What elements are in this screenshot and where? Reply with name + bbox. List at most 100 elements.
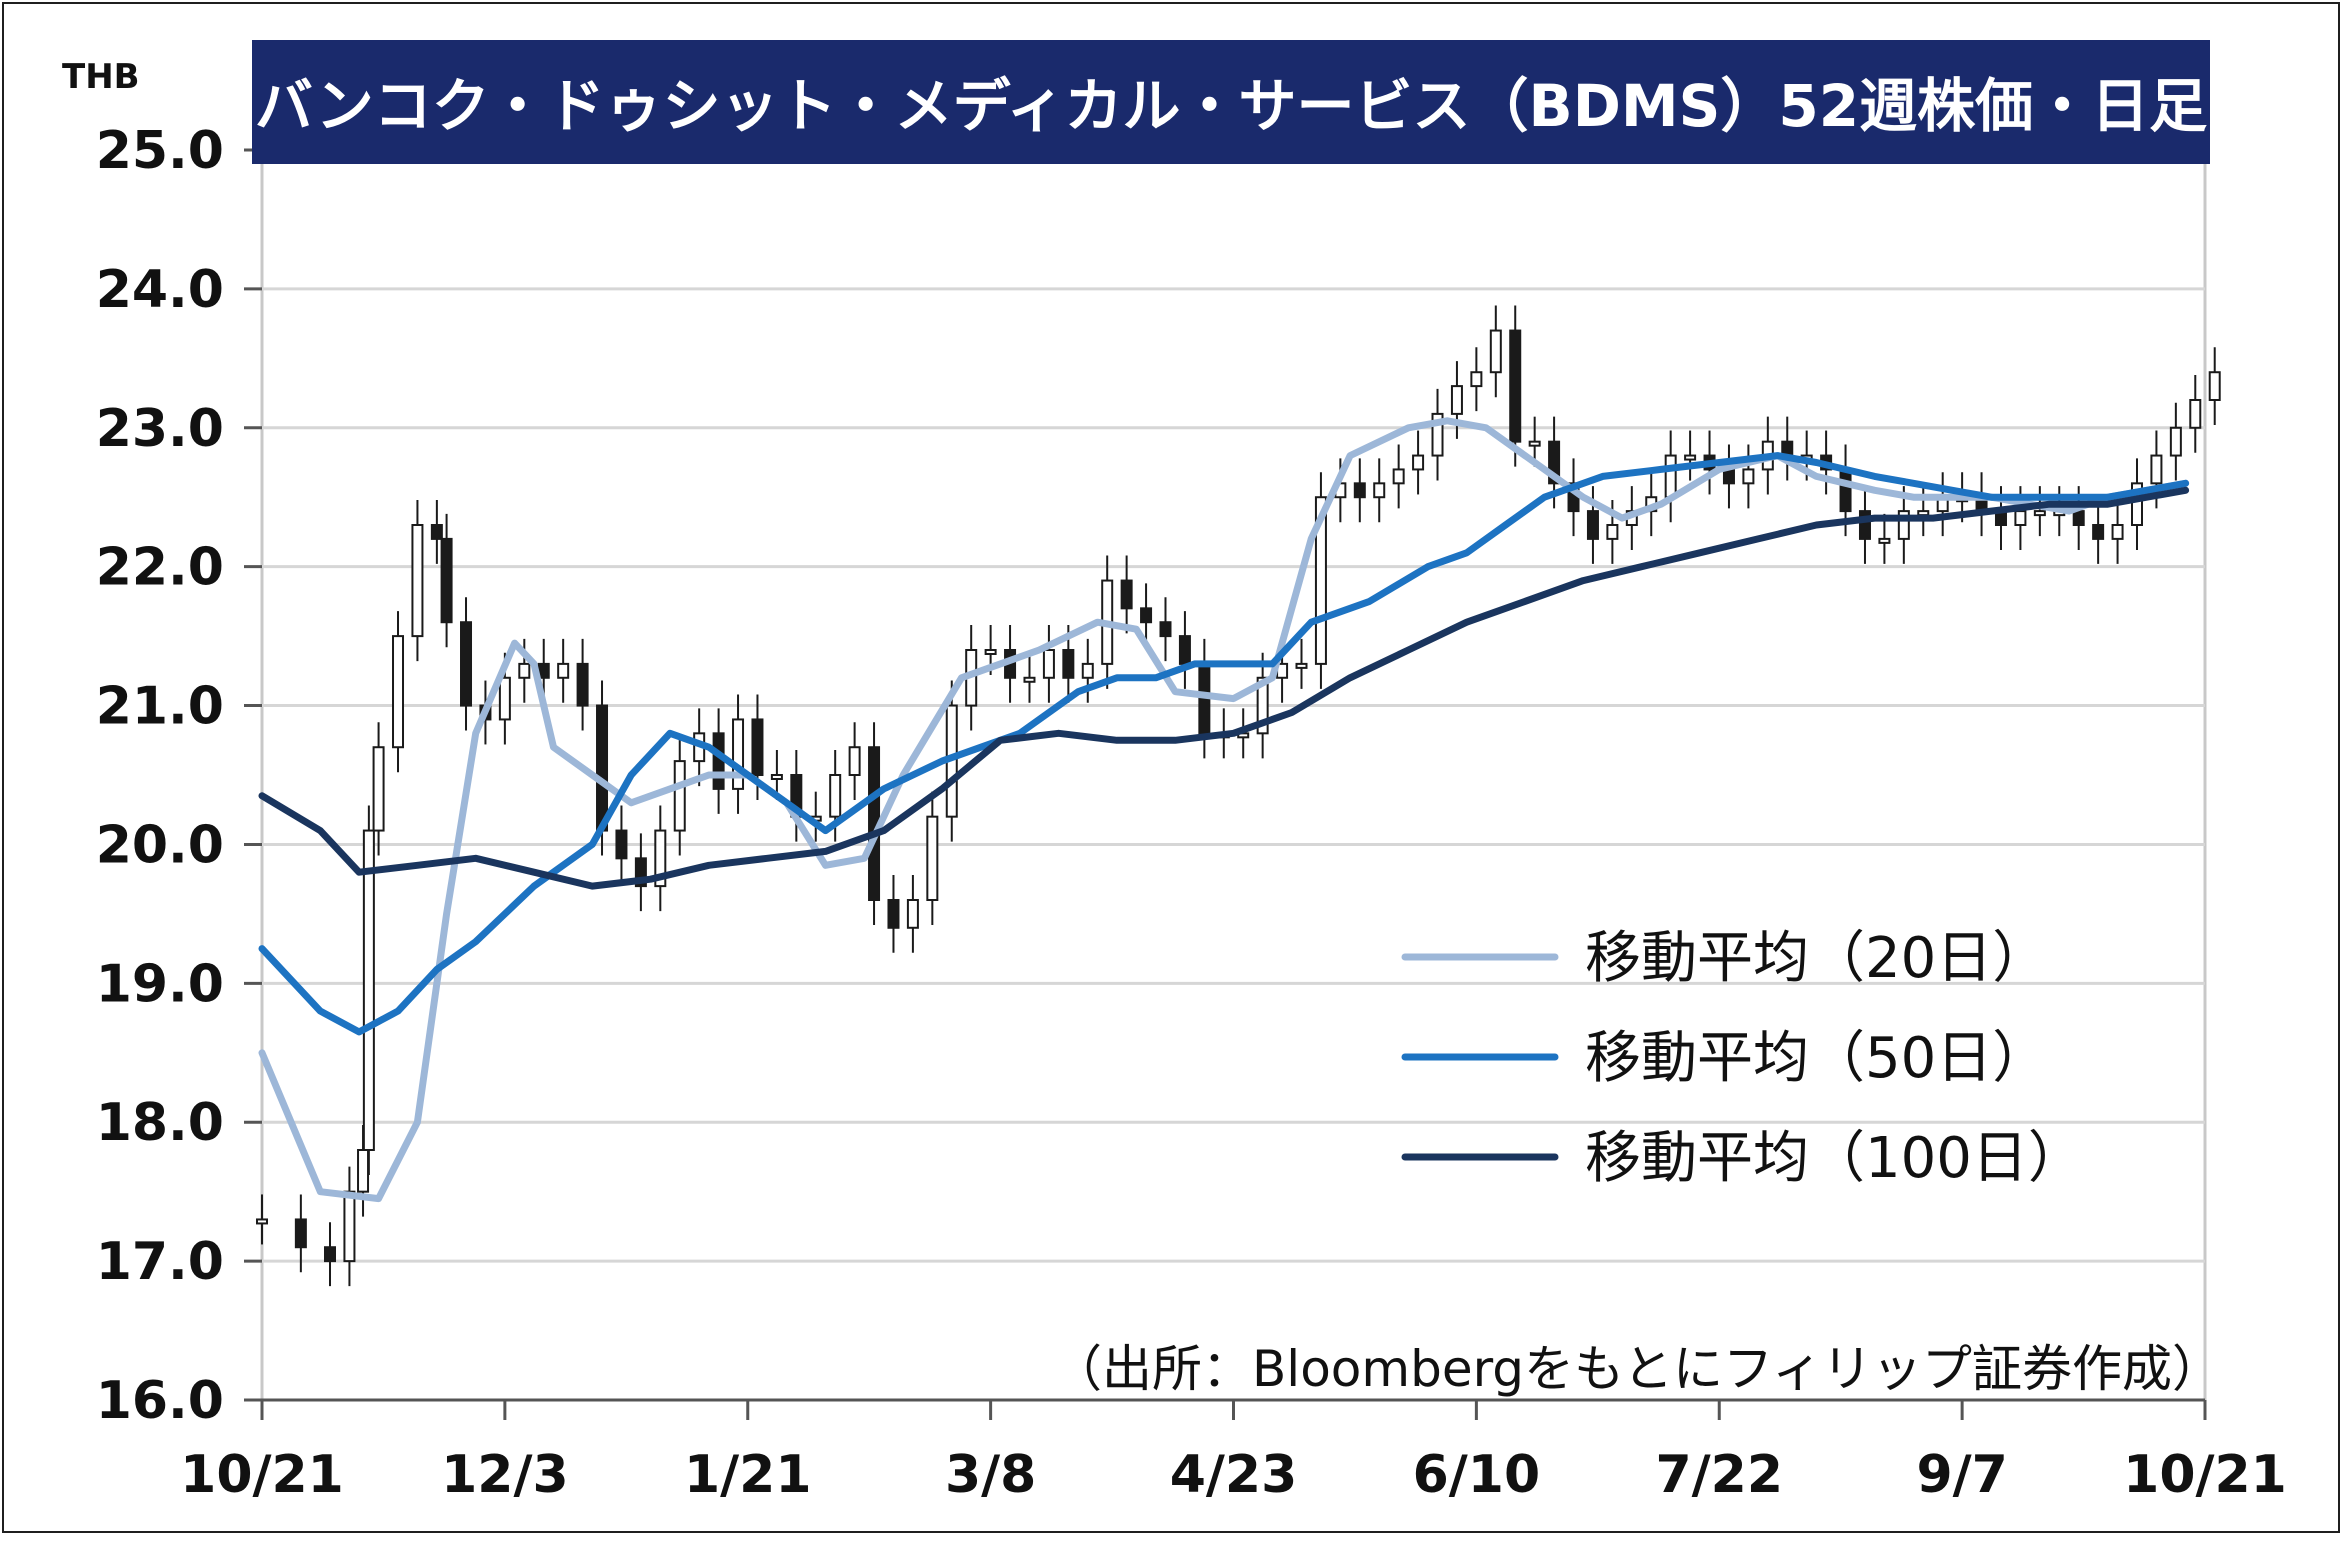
line-ma50 — [258, 452, 2190, 1036]
candle-body — [1431, 412, 1444, 457]
candle-body — [1178, 635, 1191, 665]
candle-body — [372, 746, 385, 832]
candle-body — [984, 649, 997, 655]
candle-body — [518, 662, 531, 679]
candle-body — [1664, 454, 1677, 499]
candle-body — [1159, 621, 1172, 638]
candle-body — [1120, 579, 1133, 610]
title-banner — [252, 40, 2210, 164]
candle-body — [1470, 371, 1483, 388]
candle-body — [324, 1246, 337, 1263]
x-tick-label: 1/21 — [684, 1445, 812, 1505]
x-tick-label: 10/21 — [180, 1445, 344, 1505]
x-tick-label: 6/10 — [1413, 1445, 1541, 1505]
candle-body — [430, 524, 443, 540]
candle-body — [2092, 524, 2105, 540]
candle-body — [1528, 440, 1541, 447]
candle-body — [1684, 454, 1697, 461]
x-tick-label: 7/22 — [1655, 1445, 1783, 1505]
x-tick-label: 12/3 — [441, 1445, 569, 1505]
candle-body — [654, 829, 667, 888]
candle-body — [1839, 468, 1852, 513]
candle-body — [926, 815, 939, 902]
candle-body — [906, 899, 919, 929]
legend-label-ma50: 移動平均（50日） — [1585, 1026, 2048, 1091]
plot-area-border — [260, 148, 2207, 1402]
moving-average-lines — [258, 417, 2190, 1203]
candle-body — [2189, 399, 2202, 429]
candle-body — [712, 732, 725, 790]
candle-body — [1548, 440, 1561, 485]
line-ma100 — [258, 486, 2190, 890]
candle-body — [1489, 329, 1502, 374]
candle-body — [1742, 468, 1755, 485]
y-tick-label: 16.0 — [96, 1371, 224, 1431]
candle-body — [1878, 537, 1891, 544]
candle-body — [1023, 676, 1036, 683]
candle-body — [1858, 510, 1871, 540]
candle-body — [1392, 468, 1405, 485]
candle-body — [1295, 662, 1308, 669]
candle-body — [1353, 482, 1366, 499]
candle-body — [392, 635, 405, 749]
candle-body — [557, 662, 570, 679]
candle-body — [1140, 607, 1153, 624]
y-tick-label: 21.0 — [96, 677, 224, 737]
candle-body — [2208, 371, 2221, 402]
candle-body — [634, 857, 647, 888]
candle-body — [848, 746, 861, 777]
line-ma20 — [258, 417, 2190, 1203]
candle-body — [460, 621, 473, 707]
x-tick-label: 4/23 — [1170, 1445, 1298, 1505]
y-tick-label: 24.0 — [96, 260, 224, 320]
candle-body — [2130, 482, 2143, 527]
y-tick-label: 20.0 — [96, 815, 224, 875]
candle-body — [2111, 524, 2124, 540]
legend-label-ma100: 移動平均（100日） — [1585, 1126, 2084, 1191]
candle-body — [1412, 454, 1425, 471]
candle-body — [294, 1218, 307, 1249]
candle-body — [2169, 426, 2182, 457]
candle-body — [887, 899, 900, 929]
y-tick-label: 18.0 — [96, 1093, 224, 1153]
y-tick-label: 22.0 — [96, 538, 224, 598]
candle-body — [2150, 454, 2163, 485]
candle-body — [2072, 510, 2085, 527]
x-tick-label: 10/21 — [2123, 1445, 2287, 1505]
candle-body — [256, 1218, 268, 1225]
candle-body — [596, 704, 609, 832]
legend: 移動平均（20日） 移動平均（50日） 移動平均（100日） — [1401, 926, 2084, 1191]
candle-body — [362, 829, 375, 1151]
axes: 16.0 17.0 18.0 19.0 20.0 21.0 22.0 23.0 24.0 25.0… — [96, 121, 2287, 1505]
y-tick-label: 25.0 — [96, 121, 224, 181]
y-tick-label: 17.0 — [96, 1232, 224, 1292]
candle-body — [1509, 329, 1522, 443]
candle-body — [751, 718, 764, 777]
candle-body — [2033, 510, 2046, 517]
candle-body — [770, 774, 783, 780]
y-tick-label: 23.0 — [96, 399, 224, 459]
candle-body — [440, 537, 453, 624]
candle-body — [1042, 649, 1055, 679]
candle-body — [411, 524, 424, 638]
candle-body — [1586, 510, 1599, 540]
gridlines — [260, 148, 2207, 1402]
chart-title: バンコク・ドゥシット・メディカル・サービス（BDMS）52週株価・日足 — [255, 72, 2207, 140]
candle-body — [1897, 510, 1910, 540]
legend-label-ma20: 移動平均（20日） — [1585, 926, 2048, 991]
candle-body — [357, 1149, 370, 1193]
candle-body — [1606, 524, 1619, 540]
candle-body — [732, 718, 745, 790]
source-note: （出所：Bloombergをもとにフィリップ証券作成） — [1052, 1340, 2222, 1398]
candle-body — [1450, 385, 1463, 415]
candle-body — [1314, 496, 1327, 665]
y-axis-unit-label: THB — [62, 57, 140, 97]
candle-body — [829, 774, 842, 818]
candle-body — [1062, 649, 1075, 679]
candle-body — [1917, 510, 1930, 517]
candle-body — [1256, 676, 1269, 735]
candle-body — [576, 662, 589, 707]
y-tick-label: 19.0 — [96, 954, 224, 1014]
